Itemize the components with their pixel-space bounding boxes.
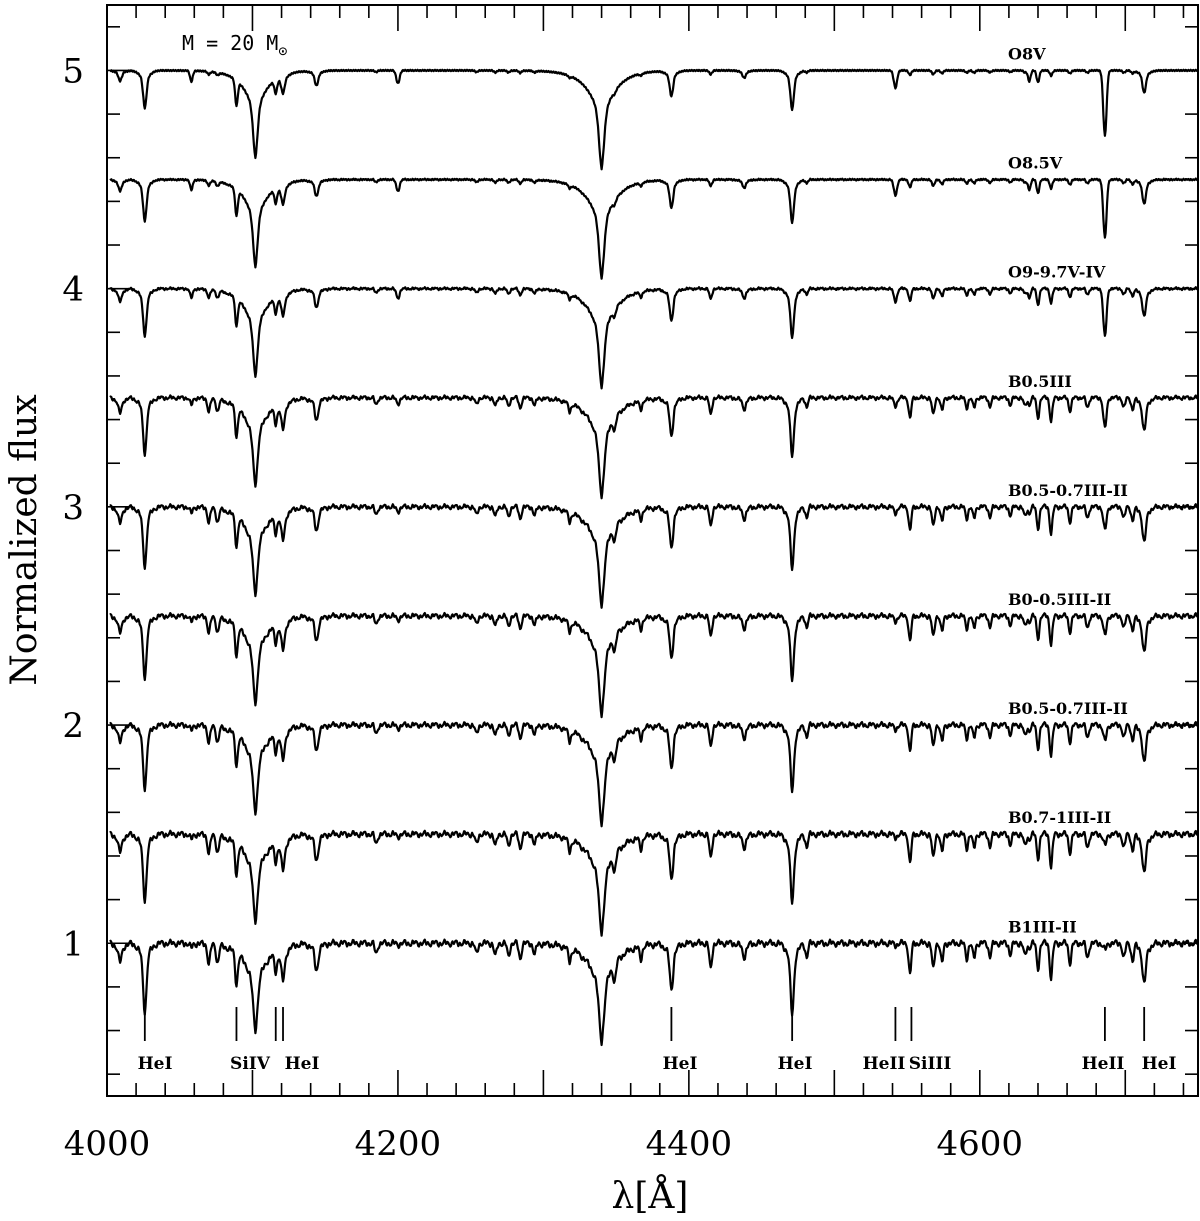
spectrum-line	[109, 286, 1199, 390]
mass-annotation-sub: ⊙	[278, 42, 287, 60]
series-label: O8V	[1008, 44, 1046, 63]
spectrum-line	[109, 720, 1199, 828]
series-label: B0.7-1III-II	[1008, 808, 1111, 827]
spectrum-line	[109, 611, 1199, 719]
line-label: HeI	[663, 1054, 698, 1074]
spectrum-line	[109, 829, 1199, 937]
x-tick-label: 4200	[355, 1124, 442, 1164]
line-label: HeI	[138, 1054, 173, 1074]
y-tick-label: 5	[62, 51, 84, 91]
line-label: HeI	[1142, 1054, 1177, 1074]
series-label: B0.5-0.7III-II	[1008, 481, 1128, 500]
line-label: HeI	[285, 1054, 320, 1074]
spectrum-line	[109, 938, 1199, 1047]
y-tick-label: 1	[62, 924, 84, 964]
line-label: SiIV	[230, 1054, 271, 1074]
y-tick-label: 2	[62, 706, 84, 746]
line-label: HeII	[1082, 1054, 1125, 1074]
line-label: SiIII	[909, 1054, 952, 1074]
x-tick-label: 4400	[646, 1124, 733, 1164]
x-tick-label: 4000	[64, 1124, 151, 1164]
spectrum-line	[109, 177, 1199, 280]
series-label: B0.5III	[1008, 372, 1072, 391]
x-axis-title: λ[Å]	[612, 1175, 689, 1217]
mass-annotation-text: M = 20 M	[182, 31, 278, 55]
spectrum-line	[109, 394, 1199, 500]
series-label: B0-0.5III-II	[1008, 590, 1111, 609]
x-tick-label: 4600	[937, 1124, 1024, 1164]
series-label: B1III-II	[1008, 917, 1077, 936]
y-axis-title: Normalized flux	[4, 394, 45, 685]
mass-annotation: M = 20 M⊙	[182, 31, 287, 60]
series-label: O9-9.7V-IV	[1008, 263, 1106, 282]
line-label: HeII	[863, 1054, 906, 1074]
spectrum-line	[109, 68, 1199, 171]
y-tick-label: 3	[62, 488, 84, 528]
series-label: O8.5V	[1008, 154, 1063, 173]
line-label: HeI	[778, 1054, 813, 1074]
spectrum-line	[109, 503, 1199, 609]
series-label: B0.5-0.7III-II	[1008, 699, 1128, 718]
y-tick-label: 4	[62, 270, 84, 310]
